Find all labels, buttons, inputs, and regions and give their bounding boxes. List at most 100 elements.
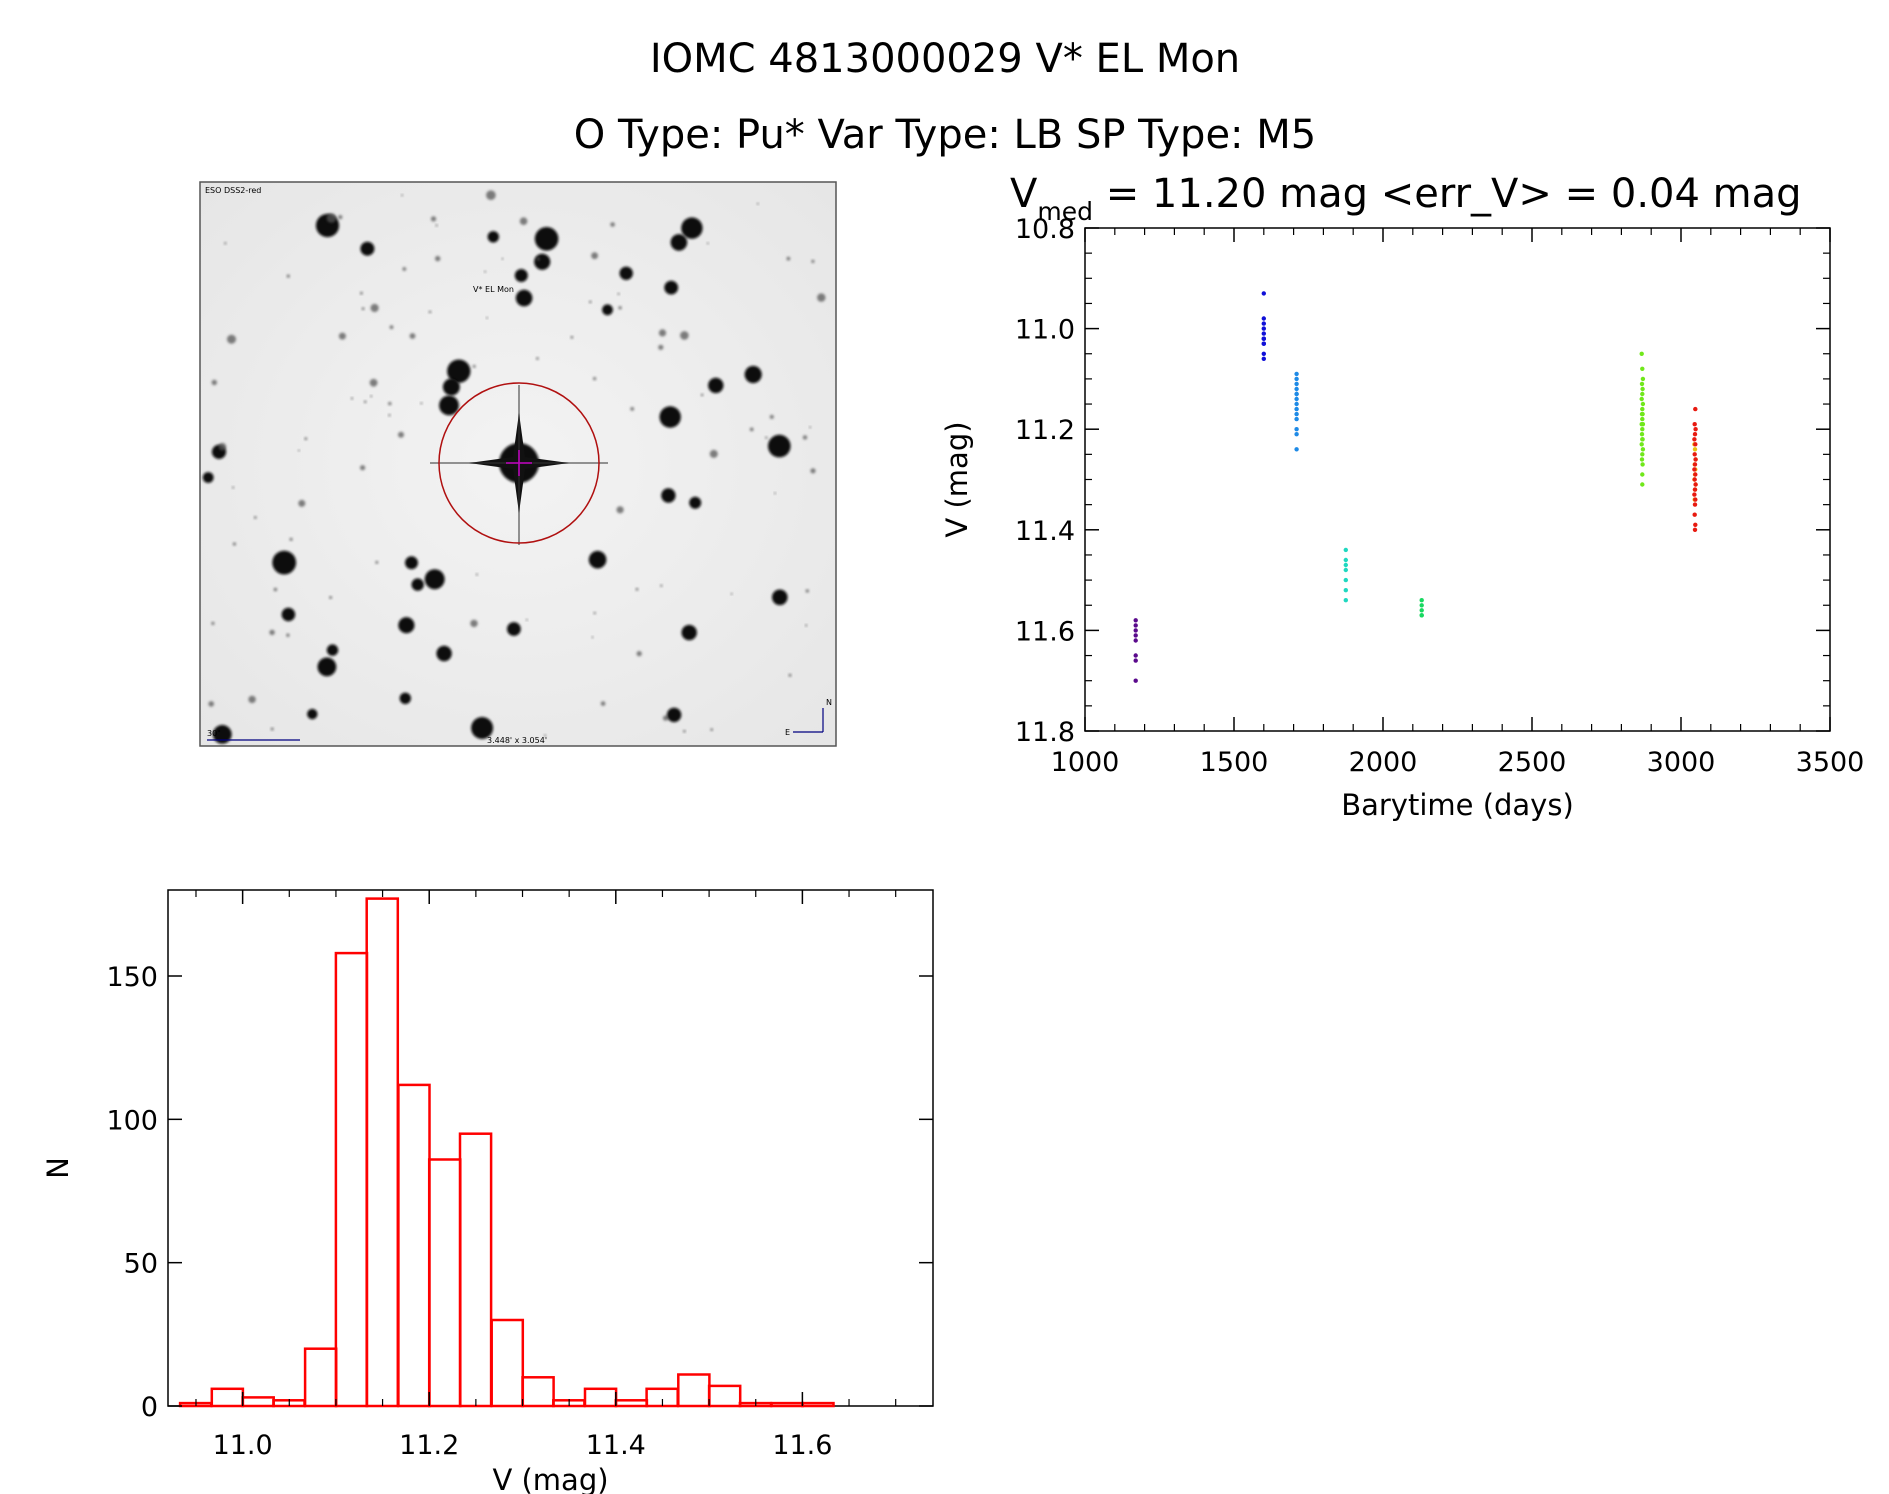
light-curve-point xyxy=(1692,502,1698,507)
finder-star xyxy=(534,227,559,251)
finder-star xyxy=(211,379,217,386)
finder-star xyxy=(208,701,214,707)
light-curve-x-tick-label: 1000 xyxy=(1051,747,1120,778)
finder-star xyxy=(593,377,597,381)
histogram-bar xyxy=(334,951,369,1408)
finder-star xyxy=(486,190,496,200)
finder-star xyxy=(507,622,521,636)
finder-star xyxy=(232,486,235,489)
finder-star xyxy=(388,401,392,406)
page-subtitle: O Type: Pu* Var Type: LB SP Type: M5 xyxy=(574,112,1316,158)
finder-chart: V* EL Mon ESO DSS2-red 3.448' x 3.054' 3… xyxy=(199,181,837,747)
light-curve-point xyxy=(1419,613,1424,618)
histogram-bar xyxy=(303,1347,338,1408)
light-curve-point xyxy=(1294,406,1299,412)
finder-star xyxy=(272,550,297,575)
finder-star xyxy=(501,257,504,260)
finder-star xyxy=(514,269,528,282)
finder-star xyxy=(658,344,664,350)
finder-star xyxy=(658,329,667,337)
light-curve-point xyxy=(1261,316,1267,321)
light-curve-point xyxy=(1693,482,1698,487)
finder-star xyxy=(298,499,306,507)
histogram-x-tick-label: 11.2 xyxy=(399,1430,459,1461)
scale-bar-label: 30" xyxy=(207,729,221,738)
finder-star xyxy=(486,316,488,319)
finder-star xyxy=(218,442,227,451)
light-curve-point xyxy=(1640,406,1645,412)
finder-star xyxy=(536,257,540,261)
finder-star xyxy=(811,259,815,263)
finder-star xyxy=(375,560,379,564)
histogram-y-tick-label: 0 xyxy=(141,1392,158,1423)
finder-star xyxy=(616,506,624,514)
finder-star xyxy=(730,592,733,595)
light-curve-point xyxy=(1639,351,1644,356)
light-curve-point xyxy=(1294,386,1299,392)
light-curve-point xyxy=(1294,416,1299,422)
finder-star xyxy=(388,414,391,417)
histogram-bar xyxy=(801,1401,835,1408)
finder-star xyxy=(664,280,679,295)
light-curve-point xyxy=(1640,386,1645,392)
light-curve-x-tick-label: 2500 xyxy=(1498,747,1567,778)
compass-east-label: E xyxy=(785,728,790,737)
light-curve-point xyxy=(1343,598,1349,603)
finder-star xyxy=(788,673,792,677)
light-curve-chart: Vmed = 11.20 mag <err_V> = 0.04 mag 1000… xyxy=(940,171,1864,822)
histogram-bar xyxy=(427,1158,462,1408)
light-curve-point xyxy=(1133,623,1138,628)
histogram-bar xyxy=(770,1401,804,1408)
finder-star xyxy=(289,537,293,541)
light-curve-point xyxy=(1261,341,1267,346)
finder-star xyxy=(269,629,275,636)
light-curve-point xyxy=(1640,447,1646,452)
finder-star xyxy=(589,300,592,304)
finder-star xyxy=(411,578,424,591)
finder-star xyxy=(708,377,724,394)
histogram-x-axis-title: V (mag) xyxy=(492,1463,608,1494)
finder-star xyxy=(630,407,635,411)
light-curve-ticks: 1000 1500 2000 2500 3000 3500 10.8 11.0 11.2 11.4… xyxy=(1015,214,1864,778)
light-curve-point xyxy=(1692,512,1697,517)
light-curve-point xyxy=(1692,452,1697,457)
light-curve-point xyxy=(1343,557,1349,563)
finder-star xyxy=(317,657,337,677)
target-aperture-circle xyxy=(438,382,600,544)
finder-star xyxy=(749,427,754,432)
finder-star xyxy=(447,359,471,383)
finder-star xyxy=(515,289,533,307)
finder-star xyxy=(809,426,812,429)
finder-star xyxy=(361,307,365,311)
light-curve-point xyxy=(1640,437,1645,442)
light-curve-x-tick-label: 3500 xyxy=(1796,747,1865,778)
light-curve-y-tick-label: 11.8 xyxy=(1015,717,1075,748)
finder-star xyxy=(424,569,445,590)
finder-star xyxy=(297,449,300,452)
light-curve-point xyxy=(1294,391,1299,397)
light-curve-point xyxy=(1692,437,1697,442)
finder-star xyxy=(544,734,547,737)
light-curve-point xyxy=(1261,331,1267,336)
light-curve-point xyxy=(1261,321,1267,326)
finder-star xyxy=(570,335,574,339)
light-curve-point xyxy=(1693,457,1698,462)
finder-star xyxy=(681,624,697,641)
finder-star xyxy=(286,274,290,278)
finder-star xyxy=(666,707,682,723)
finder-star xyxy=(487,231,499,243)
histogram-ticks: 11.0 11.2 11.4 11.6 0 50 100 150 xyxy=(106,890,933,1461)
light-curve-y-tick-label: 11.2 xyxy=(1015,415,1075,446)
histogram-y-axis-title: N xyxy=(41,1157,75,1179)
light-curve-point xyxy=(1692,447,1698,452)
survey-label: ESO DSS2-red xyxy=(205,186,261,195)
light-curve-title-sub: med xyxy=(1037,197,1093,226)
finder-star xyxy=(670,234,688,251)
target-label: V* EL Mon xyxy=(473,285,514,294)
light-curve-x-tick-label: 3000 xyxy=(1647,747,1716,778)
light-curve-point xyxy=(1640,472,1645,477)
light-curve-point xyxy=(1640,427,1645,432)
light-curve-point xyxy=(1639,381,1645,387)
finder-star xyxy=(360,241,375,256)
finder-star xyxy=(600,701,606,706)
